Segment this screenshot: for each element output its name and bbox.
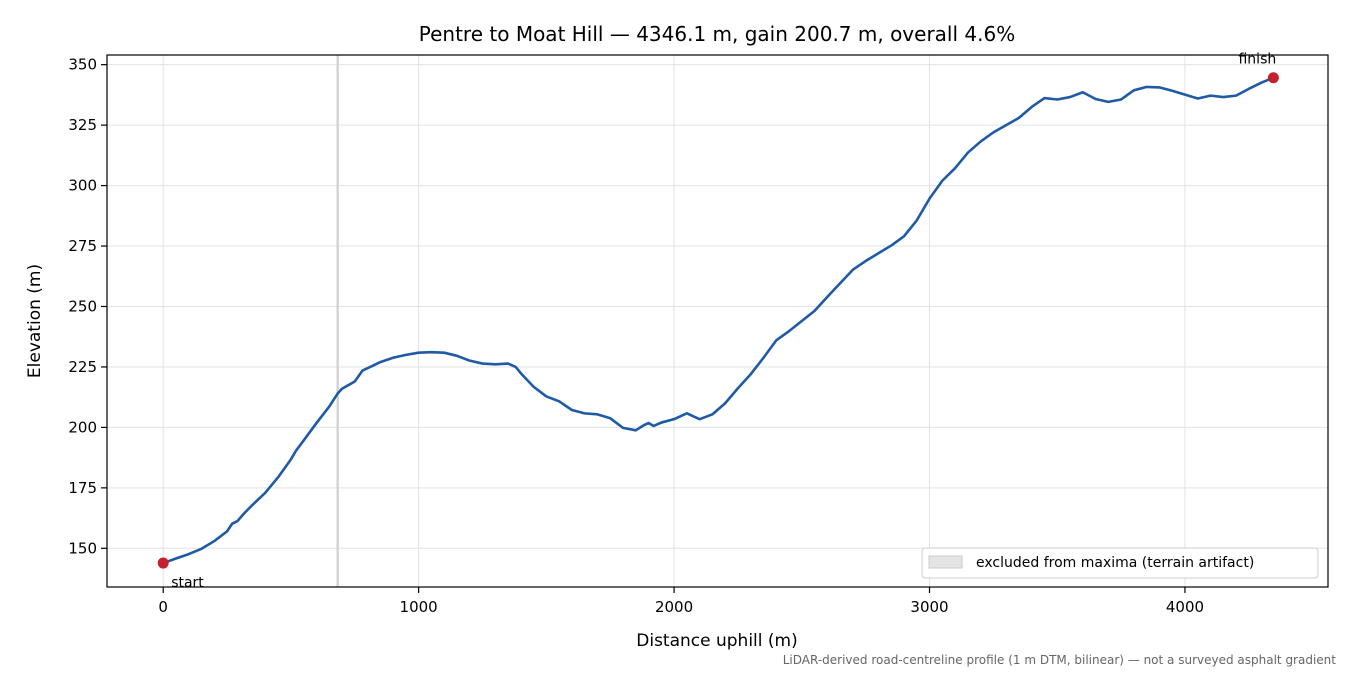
y-tick-label: 200 (68, 418, 97, 436)
y-tick-label: 350 (68, 56, 97, 74)
legend-swatch (928, 555, 963, 569)
legend-box (921, 547, 1319, 579)
legend-entry: excluded from maxima (terrain artifact) (976, 555, 1254, 571)
start-label: start (171, 575, 204, 591)
finish-label: finish (1238, 52, 1276, 68)
y-tick-label: 300 (68, 177, 97, 195)
y-tick-label: 275 (68, 237, 97, 255)
finish-marker (1267, 72, 1279, 84)
x-tick-label: 3000 (910, 598, 948, 616)
y-tick-label: 150 (68, 539, 97, 557)
y-tick-label: 250 (68, 297, 97, 315)
x-tick-label: 2000 (655, 598, 693, 616)
footnote: LiDAR-derived road-centreline profile (1… (783, 653, 1337, 667)
y-tick-label: 225 (68, 358, 97, 376)
grid (107, 55, 1328, 587)
elevation-line (161, 76, 1275, 565)
y-axis-label: Elevation (m) (25, 264, 45, 378)
y-tick-label: 175 (68, 479, 97, 497)
plot-frame (106, 54, 1329, 588)
legend: excluded from maxima (terrain artifact) (921, 547, 1319, 579)
ticks: 0 1000 2000 3000 4000 150 175 200 225 250 275 300 32… (68, 56, 1204, 616)
x-tick-label: 4000 (1166, 598, 1204, 616)
start-marker (157, 557, 169, 569)
x-tick-label: 0 (158, 598, 168, 616)
x-tick-label: 1000 (400, 598, 438, 616)
excluded-region (336, 55, 339, 587)
y-tick-label: 325 (68, 116, 97, 134)
chart-title: Pentre to Moat Hill — 4346.1 m, gain 200… (419, 22, 1015, 46)
x-axis-label: Distance uphill (m) (636, 631, 797, 651)
